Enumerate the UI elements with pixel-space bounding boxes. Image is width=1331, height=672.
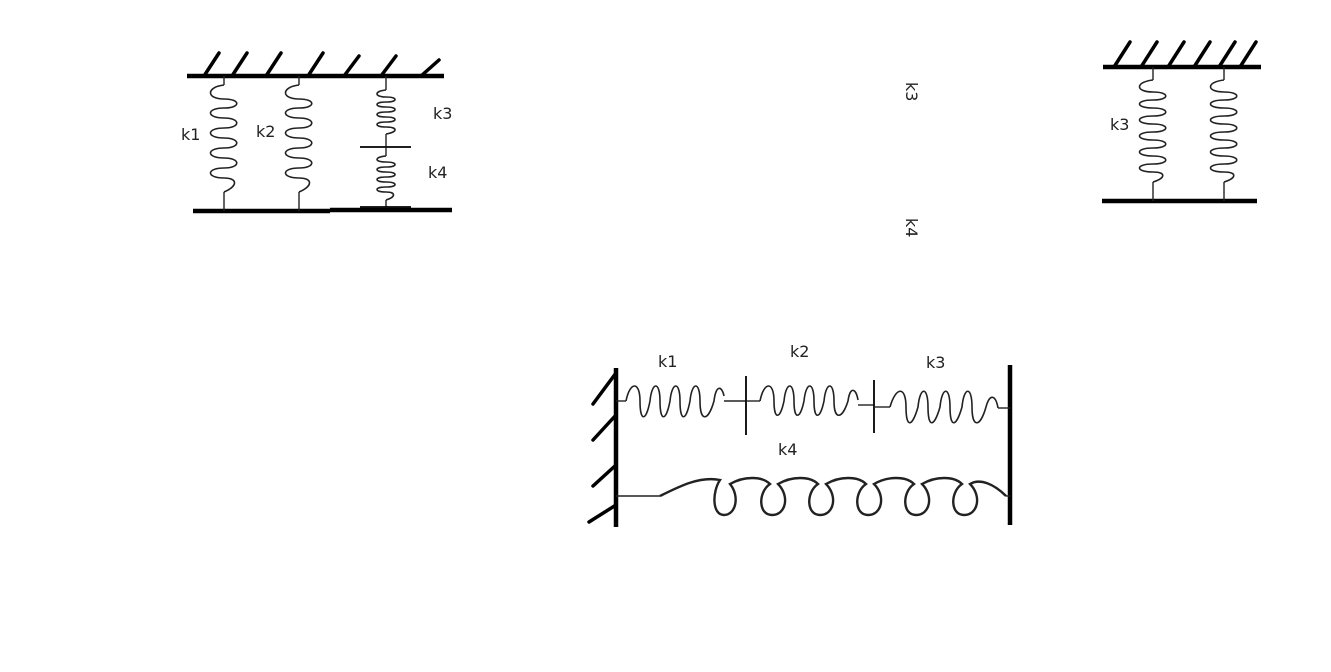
label-k3: k3 [433,104,452,123]
ceiling-2 [1103,40,1261,70]
label-k2-horizontal: k2 [790,342,809,361]
rotated-label-k4: k4 [902,218,921,237]
left-wall-3 [587,368,619,527]
diagram-3: k1 k2 k3 k4 [587,342,1013,527]
label-k3-horizontal: k3 [926,353,945,372]
spring-k1-horizontal [616,385,746,418]
spring-k3-horizontal [874,390,1010,424]
spring-k4-horizontal [616,476,1010,517]
diagram-1: k1 k2 k3 k4 [181,51,452,214]
spring-k2-horizontal [746,385,874,417]
label-k2: k2 [256,122,275,141]
label-k1-horizontal: k1 [658,352,677,371]
label-k4-horizontal: k4 [778,440,797,459]
label-k3-diagram-2: k3 [1110,115,1129,134]
spring-left-2 [1138,67,1167,201]
rotated-label-k3: k3 [902,82,921,101]
rotated-labels: k3 k4 [902,82,921,237]
label-k4: k4 [428,163,447,182]
spring-k3-series-top [376,76,396,147]
spring-right-2 [1209,67,1238,201]
label-k1: k1 [181,125,200,144]
ceiling-1 [187,51,444,79]
spring-k4-series-bottom [360,147,411,208]
spring-k1 [209,76,238,211]
diagram-2: k3 [1102,40,1261,204]
spring-k2 [284,76,313,211]
